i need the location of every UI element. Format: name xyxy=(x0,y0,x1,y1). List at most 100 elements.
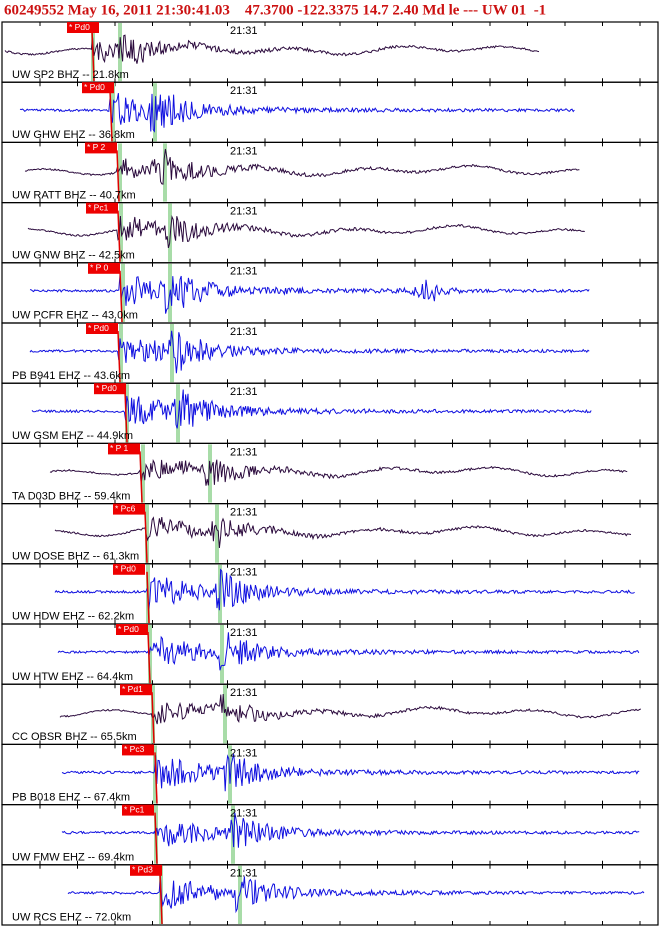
waveform xyxy=(54,516,632,549)
phase-marker xyxy=(215,504,219,563)
event-header: 60249552 May 16, 2011 21:30:41.03 47.370… xyxy=(4,2,546,18)
waveform xyxy=(29,330,590,374)
pick-label: * Pc6 xyxy=(115,503,136,513)
pick-line xyxy=(117,210,121,262)
phase-marker xyxy=(118,143,122,202)
time-label: 21:31 xyxy=(230,85,258,97)
trace-label: UW DOSE BHZ -- 61.3km xyxy=(12,551,139,563)
time-label: 21:31 xyxy=(230,145,258,157)
pick-label: * Pc1 xyxy=(88,202,109,212)
pick-line xyxy=(159,872,163,925)
trace-label: UW RCS EHZ -- 72.0km xyxy=(12,912,131,924)
waveform xyxy=(67,875,645,914)
time-label: 21:31 xyxy=(230,868,258,880)
time-label: 21:31 xyxy=(230,206,258,218)
pick-line xyxy=(119,270,123,323)
pick-label: * Pc3 xyxy=(124,744,145,754)
pick-box xyxy=(120,684,152,696)
waveform xyxy=(27,215,585,249)
pick-line xyxy=(154,752,158,804)
pick-box xyxy=(116,624,148,635)
pick-box xyxy=(108,443,140,455)
phase-marker xyxy=(208,444,212,503)
phase-marker xyxy=(145,504,149,563)
pick-line xyxy=(116,150,120,202)
time-label: 21:31 xyxy=(230,747,258,759)
waveform xyxy=(4,34,540,64)
pick-line xyxy=(151,692,155,744)
phase-marker xyxy=(176,384,180,443)
pick-line xyxy=(144,511,148,563)
phase-marker xyxy=(153,745,157,804)
pick-label: * Pd0 xyxy=(118,624,139,634)
phase-marker xyxy=(220,625,224,684)
trace-label: UW GNW BHZ -- 42.5km xyxy=(12,250,135,262)
pick-box xyxy=(113,563,145,575)
waveform xyxy=(61,753,640,792)
time-label: 21:31 xyxy=(230,687,258,699)
trace-label: UW RATT BHZ -- 40.7km xyxy=(12,189,136,201)
waveform xyxy=(24,148,580,185)
time-label: 21:31 xyxy=(230,386,258,398)
pick-label: * P 0 xyxy=(90,263,109,273)
pick-label: * Pd1 xyxy=(122,684,143,694)
time-label: 21:31 xyxy=(230,446,258,458)
time-label: 21:31 xyxy=(230,627,258,639)
trace-label: PB B018 EHZ -- 67.4km xyxy=(12,791,130,803)
phase-marker xyxy=(118,23,122,82)
waveform xyxy=(59,693,642,725)
pick-line xyxy=(124,391,128,443)
pick-box xyxy=(122,744,154,756)
trace-label: UW HTW EHZ -- 64.4km xyxy=(12,671,133,683)
waveform xyxy=(49,458,628,486)
pick-line xyxy=(154,812,158,864)
pick-label: * Pd0 xyxy=(115,564,136,574)
trace-label: PB B941 EHZ -- 43.6km xyxy=(12,370,130,382)
pick-box xyxy=(82,82,114,94)
pick-line xyxy=(147,631,151,684)
pick-box xyxy=(67,22,99,33)
time-label: 21:31 xyxy=(230,567,258,579)
pick-box xyxy=(122,804,154,816)
time-label: 21:31 xyxy=(230,808,258,820)
trace-label: UW GSM EHZ -- 44.9km xyxy=(12,430,133,442)
pick-label: * Pd0 xyxy=(96,383,117,393)
time-label: 21:31 xyxy=(230,326,258,338)
pick-label: * P 2 xyxy=(87,142,106,152)
time-label: 21:31 xyxy=(230,507,258,519)
pick-box xyxy=(86,323,118,334)
phase-marker xyxy=(163,143,167,202)
trace-label: UW SP2 BHZ -- 21.8km xyxy=(12,69,129,81)
trace-label: UW PCFR EHZ -- 43.0km xyxy=(12,310,138,322)
pick-line xyxy=(109,90,113,142)
waveform xyxy=(19,93,575,133)
time-label: 21:31 xyxy=(230,266,258,278)
pick-box xyxy=(86,202,118,214)
pick-label: * P 1 xyxy=(110,443,129,453)
phase-marker xyxy=(223,685,227,744)
trace-label: TA D03D BHZ -- 59.4km xyxy=(12,490,130,502)
pick-label: * Pd0 xyxy=(88,323,109,333)
pick-label: * Pd3 xyxy=(132,865,153,875)
pick-label: * Pd0 xyxy=(84,82,105,92)
waveform xyxy=(57,632,640,671)
pick-line xyxy=(139,451,143,503)
pick-line xyxy=(117,330,121,383)
pick-line xyxy=(91,29,95,82)
pick-box xyxy=(85,142,117,154)
waveform xyxy=(61,812,640,848)
time-label: 21:31 xyxy=(230,25,258,37)
pick-box xyxy=(88,262,120,274)
waveform xyxy=(31,389,592,429)
pick-label: * Pc1 xyxy=(124,804,145,814)
phase-marker xyxy=(119,324,123,383)
phase-marker xyxy=(121,263,125,322)
pick-line xyxy=(146,571,150,624)
trace-label: CC OBSR BHZ -- 65.5km xyxy=(12,731,137,743)
pick-box xyxy=(94,383,126,395)
trace-frame xyxy=(1,864,659,926)
pick-label: * Pd0 xyxy=(69,22,90,32)
pick-box xyxy=(113,503,145,515)
trace-label: UW HDW EHZ -- 62.2km xyxy=(12,611,134,623)
